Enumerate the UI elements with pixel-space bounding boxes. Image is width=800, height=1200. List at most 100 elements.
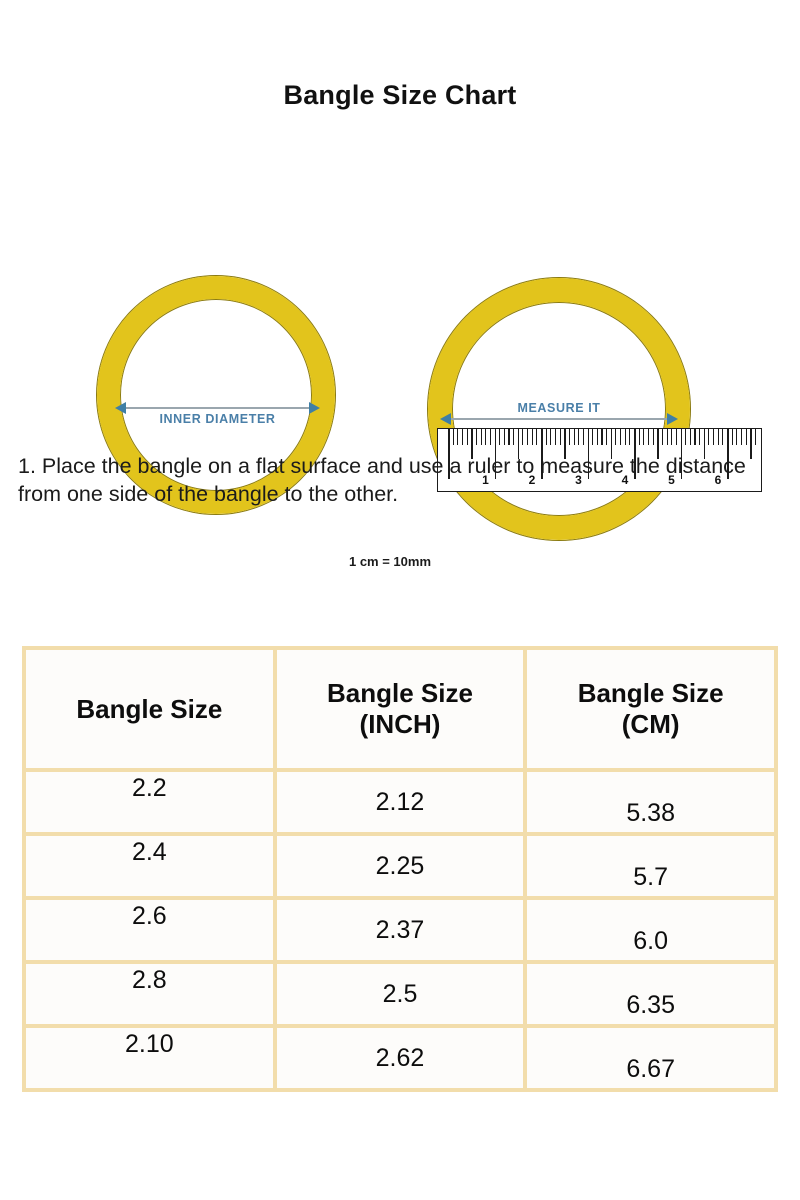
ruler-number-3: 3 — [575, 473, 582, 487]
cell-bangle-size-cm: 6.35 — [527, 964, 774, 1024]
ruler-minor-tick — [643, 429, 645, 445]
ruler-minor-tick — [513, 429, 515, 445]
table-row: 2.2 2.12 5.38 — [26, 772, 774, 832]
ruler-minor-tick — [638, 429, 640, 445]
arrow-head-left-icon — [115, 402, 126, 414]
inner-diameter-arrow — [115, 401, 320, 415]
ruler-minor-tick — [503, 429, 505, 445]
ruler-minor-tick — [559, 429, 561, 445]
ruler-minor-tick — [536, 429, 538, 445]
cell-bangle-size: 2.6 — [26, 900, 273, 960]
ruler-minor-tick — [485, 429, 487, 445]
ruler-minor-tick — [689, 429, 691, 445]
cell-bangle-size: 2.2 — [26, 772, 273, 832]
ruler-minor-tick — [554, 429, 557, 445]
ruler-minor-tick — [694, 429, 696, 445]
ruler-minor-tick — [550, 429, 552, 445]
column-header-bangle-size-inch: Bangle Size (INCH) — [276, 650, 524, 768]
cell-bangle-size: 2.10 — [26, 1028, 273, 1088]
ruler-minor-tick — [606, 429, 608, 445]
diagram-area: INNER DIAMETER MEASURE IT 1 2 3 4 5 6 1 cm = … — [0, 130, 800, 569]
ruler-minor-tick — [666, 429, 668, 445]
ruler-major-tick — [727, 429, 729, 479]
ruler-minor-tick — [629, 429, 631, 445]
ruler-minor-tick — [489, 429, 491, 445]
column-header-bangle-size: Bangle Size — [26, 650, 273, 768]
ruler-minor-tick — [522, 429, 524, 445]
arrow-line — [123, 407, 312, 409]
ruler-minor-tick — [675, 429, 677, 445]
ruler-number-5: 5 — [668, 473, 675, 487]
ruler-major-tick — [448, 429, 450, 479]
table-row: 2.8 2.5 6.35 — [26, 964, 774, 1024]
ruler-minor-tick — [531, 429, 533, 445]
ruler-minor-tick — [457, 429, 459, 445]
cm-conversion-note: 1 cm = 10mm — [348, 554, 432, 569]
ruler-minor-tick — [596, 429, 598, 445]
ruler-minor-tick — [722, 429, 724, 445]
table-header-row: Bangle Size Bangle Size (INCH) Bangle Si… — [26, 650, 774, 768]
table-row: 2.6 2.37 6.0 — [26, 900, 774, 960]
table-row: 2.4 2.25 5.7 — [26, 836, 774, 896]
inner-diameter-label: INNER DIAMETER — [159, 412, 276, 426]
ruler-minor-tick — [508, 429, 510, 445]
cell-bangle-size-cm: 6.67 — [527, 1028, 774, 1088]
ruler-minor-tick — [745, 429, 747, 445]
ruler-minor-tick — [475, 429, 477, 445]
ruler-minor-tick — [601, 429, 603, 445]
ruler-minor-tick — [568, 429, 570, 445]
ruler-minor-tick — [517, 429, 520, 459]
ruler-minor-tick — [731, 429, 733, 445]
cell-bangle-size: 2.4 — [26, 836, 273, 896]
ruler-minor-tick — [582, 429, 584, 445]
ruler-minor-tick — [750, 429, 752, 459]
ruler-minor-tick — [573, 429, 575, 445]
page-title: Bangle Size Chart — [283, 80, 517, 110]
arrow-head-right-icon — [309, 402, 320, 414]
ruler-number-2: 2 — [528, 473, 536, 487]
ruler-major-tick — [680, 429, 683, 479]
ruler-minor-tick — [610, 429, 613, 459]
ruler-minor-tick — [615, 429, 617, 445]
ruler-minor-tick — [592, 429, 594, 445]
bangle-size-table: Bangle Size Bangle Size (INCH) Bangle Si… — [22, 646, 778, 1092]
table-row: 2.10 2.62 6.67 — [26, 1028, 774, 1088]
cell-bangle-size-cm: 5.38 — [527, 772, 774, 832]
ruler-minor-tick — [578, 429, 580, 445]
ruler-minor-tick — [740, 429, 743, 445]
ruler-minor-tick — [564, 429, 566, 459]
header-line-2: (CM) — [621, 709, 680, 739]
ruler-minor-tick — [661, 429, 663, 445]
ruler-minor-tick — [685, 429, 687, 445]
ruler-minor-tick — [545, 429, 547, 445]
ruler-minor-tick — [624, 429, 626, 445]
ruler-number-1: 1 — [482, 473, 489, 487]
ruler-major-tick — [634, 429, 636, 479]
ruler-major-tick — [494, 429, 497, 479]
ruler-minor-tick — [647, 429, 650, 445]
cell-bangle-size-inch: 2.25 — [276, 836, 524, 896]
measure-it-arrow — [440, 412, 678, 426]
arrow-head-right-icon — [667, 413, 678, 425]
ruler-minor-tick — [699, 429, 701, 445]
ruler-minor-tick — [708, 429, 710, 445]
measurement-instruction: 1. Place the bangle on a flat surface an… — [18, 454, 746, 507]
ruler-minor-tick — [480, 429, 482, 445]
ruler-minor-tick — [499, 429, 501, 445]
ruler-minor-tick — [620, 429, 622, 445]
header-line-2: (INCH) — [359, 709, 441, 739]
ruler-minor-tick — [671, 429, 673, 445]
header-line-1: Bangle Size — [577, 678, 724, 709]
ruler-minor-tick — [717, 429, 719, 445]
ruler-minor-tick — [466, 429, 468, 445]
header-line-1: Bangle Size — [327, 678, 473, 709]
header-line-1: Bangle Size — [76, 693, 223, 724]
ruler-minor-tick — [703, 429, 706, 459]
ruler-number-6: 6 — [714, 473, 722, 487]
cell-bangle-size-cm: 5.7 — [527, 836, 774, 896]
ruler-minor-tick — [652, 429, 654, 445]
ruler-graphic: 1 2 3 4 5 6 — [437, 428, 762, 492]
measure-it-label: MEASURE IT — [517, 401, 601, 415]
ruler-minor-tick — [452, 429, 454, 445]
ruler-minor-tick — [754, 429, 756, 445]
